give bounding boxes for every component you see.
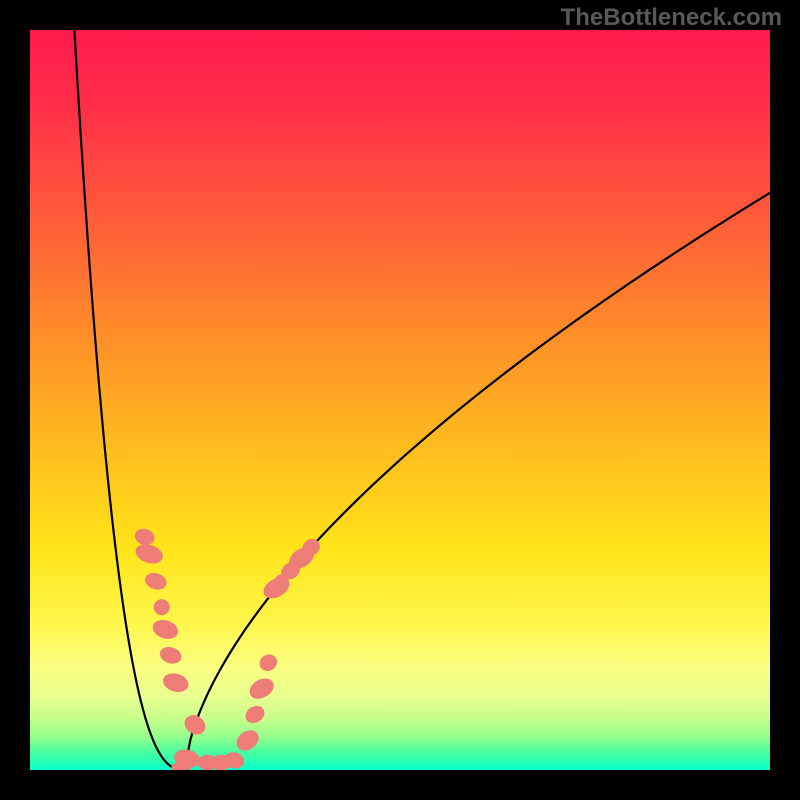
plot-area [30,30,770,770]
chart-container: TheBottleneck.com [0,0,800,800]
plot-svg [30,30,770,770]
gradient-background [30,30,770,770]
watermark-text: TheBottleneck.com [561,4,782,32]
